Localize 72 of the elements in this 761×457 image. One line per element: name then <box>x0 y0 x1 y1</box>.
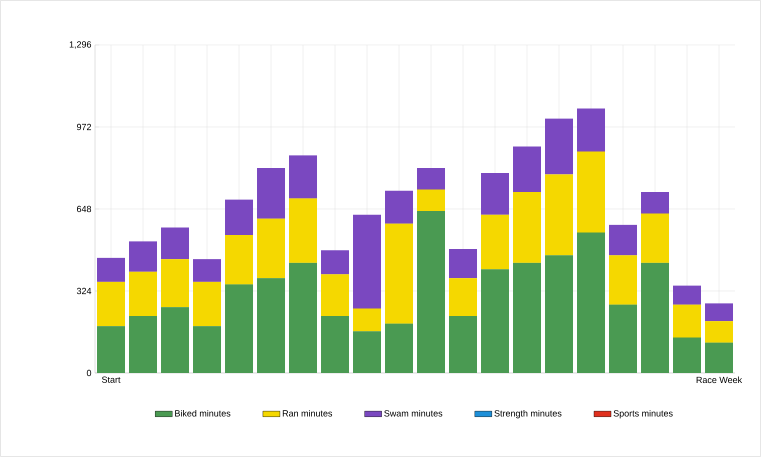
y-tick-label: 648 <box>76 206 92 212</box>
bar <box>481 269 510 373</box>
bar <box>705 342 734 373</box>
bar <box>513 146 542 192</box>
y-tick-label: 1,296 <box>70 41 92 49</box>
bar <box>385 190 414 224</box>
bar <box>609 224 638 256</box>
bar <box>353 331 382 373</box>
legend-label: Biked minutes <box>175 410 230 417</box>
bar <box>545 118 574 174</box>
x-tick-label: Start <box>102 376 120 383</box>
bar <box>193 259 222 282</box>
bar <box>321 316 350 373</box>
bar <box>353 214 382 308</box>
legend-label: Strength minutes <box>494 410 562 418</box>
legend-label: Sports minutes <box>614 410 673 418</box>
bar <box>193 282 222 326</box>
bar <box>545 174 574 256</box>
bar <box>417 211 446 373</box>
bar <box>609 255 638 305</box>
bar <box>449 316 478 373</box>
bar <box>321 274 350 316</box>
bar <box>513 192 542 263</box>
bar <box>129 316 158 373</box>
bar <box>417 190 446 212</box>
legend-label: Ran minutes <box>282 410 332 417</box>
x-tick-label: Race Week <box>696 376 742 384</box>
bar <box>353 308 382 332</box>
bar <box>161 307 190 373</box>
bar <box>257 168 286 219</box>
bar <box>577 232 606 373</box>
bar <box>449 278 478 316</box>
bar <box>481 173 510 215</box>
legend-label: Swam minutes <box>384 410 442 417</box>
bar <box>289 155 318 198</box>
bar <box>673 286 702 305</box>
bar <box>129 241 158 272</box>
bar <box>385 324 414 373</box>
bar <box>129 272 158 316</box>
y-tick-label: 324 <box>76 288 92 294</box>
bar <box>417 168 446 190</box>
y-tick-label: 0 <box>86 370 92 376</box>
bar <box>481 214 510 270</box>
bar <box>225 284 254 373</box>
bar <box>673 338 702 373</box>
bar <box>705 303 734 322</box>
bar <box>385 224 414 324</box>
bar <box>97 258 126 282</box>
bar <box>225 235 254 284</box>
bar <box>641 262 670 373</box>
bar <box>673 304 702 338</box>
bar <box>289 262 318 373</box>
bar <box>577 152 606 233</box>
bar <box>705 321 734 343</box>
bar <box>641 192 670 214</box>
y-tick-label: 972 <box>76 124 92 130</box>
bar <box>97 282 126 326</box>
bar <box>161 259 190 308</box>
bar <box>257 218 286 278</box>
bar <box>321 250 350 274</box>
bar <box>193 326 222 373</box>
bar <box>513 262 542 373</box>
bar <box>97 326 126 373</box>
bar <box>257 278 286 373</box>
bar <box>545 255 574 373</box>
bar <box>289 198 318 263</box>
bar <box>225 200 254 236</box>
bar <box>161 227 190 260</box>
bar <box>577 108 606 152</box>
bar <box>641 214 670 263</box>
bar <box>449 248 478 278</box>
bar <box>609 304 638 373</box>
